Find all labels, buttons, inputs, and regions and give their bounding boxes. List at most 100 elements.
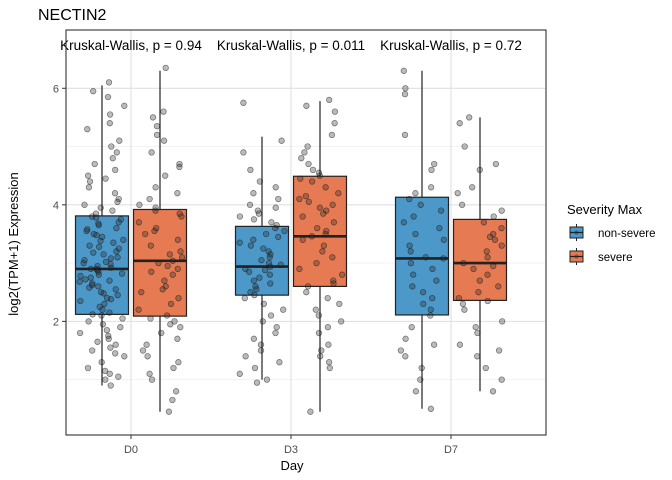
data-point bbox=[309, 166, 317, 174]
data-point bbox=[86, 178, 94, 185]
data-point bbox=[429, 265, 436, 273]
data-point bbox=[101, 367, 109, 375]
data-point bbox=[418, 364, 425, 372]
data-point bbox=[256, 178, 264, 185]
data-point bbox=[266, 254, 273, 261]
data-point bbox=[177, 324, 184, 331]
data-point bbox=[114, 254, 121, 261]
legend-title: Severity Max bbox=[567, 202, 643, 217]
data-point bbox=[250, 277, 258, 284]
data-point bbox=[176, 163, 183, 171]
data-point bbox=[110, 239, 117, 246]
data-point bbox=[427, 405, 435, 412]
data-point bbox=[174, 190, 181, 197]
data-point bbox=[106, 120, 113, 127]
data-point bbox=[169, 257, 176, 264]
data-point bbox=[138, 289, 145, 296]
data-point bbox=[87, 265, 95, 273]
data-point bbox=[331, 108, 339, 115]
data-point bbox=[250, 216, 258, 223]
data-point bbox=[146, 370, 153, 377]
data-point bbox=[174, 335, 181, 342]
data-point bbox=[402, 335, 409, 342]
data-point bbox=[412, 230, 419, 238]
data-point bbox=[427, 312, 434, 319]
data-point bbox=[111, 190, 119, 197]
data-point bbox=[308, 233, 316, 240]
data-point bbox=[84, 125, 91, 133]
data-point bbox=[236, 239, 243, 246]
box-body bbox=[452, 218, 508, 301]
data-point bbox=[322, 230, 329, 238]
data-point bbox=[147, 315, 154, 322]
data-point bbox=[178, 213, 185, 220]
data-point bbox=[313, 259, 320, 267]
data-point bbox=[108, 143, 115, 150]
data-point bbox=[461, 306, 468, 313]
data-point bbox=[91, 160, 98, 168]
data-point bbox=[175, 294, 182, 302]
data-point bbox=[492, 160, 500, 168]
data-point bbox=[119, 315, 126, 322]
data-point bbox=[251, 364, 259, 372]
data-point bbox=[161, 277, 168, 284]
data-point bbox=[147, 242, 154, 249]
data-point bbox=[114, 198, 121, 206]
data-point bbox=[466, 114, 473, 121]
data-point bbox=[92, 214, 100, 221]
data-point bbox=[112, 166, 119, 174]
data-point bbox=[427, 306, 434, 313]
data-point bbox=[410, 271, 417, 278]
data-point bbox=[273, 222, 280, 229]
data-point bbox=[427, 184, 435, 191]
box-non-severe-D7 bbox=[394, 67, 450, 412]
data-point bbox=[498, 207, 505, 214]
data-point bbox=[120, 236, 127, 243]
data-point bbox=[89, 347, 96, 354]
data-point bbox=[475, 289, 482, 296]
data-point bbox=[429, 294, 436, 302]
data-point bbox=[316, 204, 324, 211]
data-point bbox=[412, 190, 419, 197]
data-point bbox=[315, 312, 322, 319]
data-point bbox=[262, 230, 270, 238]
data-point bbox=[106, 277, 113, 284]
data-point bbox=[305, 198, 312, 206]
data-point bbox=[250, 236, 257, 243]
data-point bbox=[100, 290, 107, 297]
data-point bbox=[322, 184, 329, 191]
data-point bbox=[242, 353, 249, 360]
box-severe-D3 bbox=[292, 96, 348, 415]
data-point bbox=[250, 335, 258, 342]
legend-item-severe: severe bbox=[568, 248, 633, 265]
data-point bbox=[297, 175, 304, 182]
data-point bbox=[428, 166, 435, 174]
box-body bbox=[132, 208, 188, 317]
data-point bbox=[149, 114, 157, 121]
data-point bbox=[148, 376, 156, 383]
data-point bbox=[329, 201, 336, 208]
data-point bbox=[408, 324, 415, 331]
data-point bbox=[422, 254, 429, 261]
data-point bbox=[117, 324, 124, 331]
data-point bbox=[97, 204, 104, 211]
data-point bbox=[261, 266, 269, 274]
data-point bbox=[305, 160, 312, 168]
data-point bbox=[241, 294, 248, 302]
data-point bbox=[401, 131, 409, 139]
legend-label: severe bbox=[598, 252, 633, 264]
data-point bbox=[77, 272, 84, 280]
data-point bbox=[298, 155, 305, 162]
data-point bbox=[121, 102, 128, 109]
data-point bbox=[103, 326, 111, 334]
data-point bbox=[490, 262, 497, 270]
data-point bbox=[169, 271, 176, 278]
data-point bbox=[94, 338, 101, 345]
data-point bbox=[178, 254, 186, 261]
data-point bbox=[260, 300, 268, 308]
data-point bbox=[257, 347, 265, 354]
data-point bbox=[259, 318, 266, 325]
data-point bbox=[320, 242, 328, 249]
data-point bbox=[167, 321, 174, 328]
data-point bbox=[495, 347, 503, 354]
